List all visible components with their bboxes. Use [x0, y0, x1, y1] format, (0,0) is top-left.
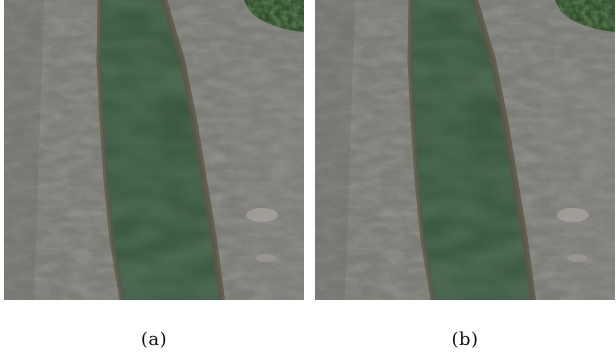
aerial-river-image: [4, 0, 304, 300]
image-panel-a: [4, 0, 304, 300]
image-panel-b: [315, 0, 615, 300]
caption-b: (b): [451, 329, 479, 350]
aerial-river-image-noisy: [315, 0, 615, 300]
caption-a: (a): [140, 329, 168, 350]
